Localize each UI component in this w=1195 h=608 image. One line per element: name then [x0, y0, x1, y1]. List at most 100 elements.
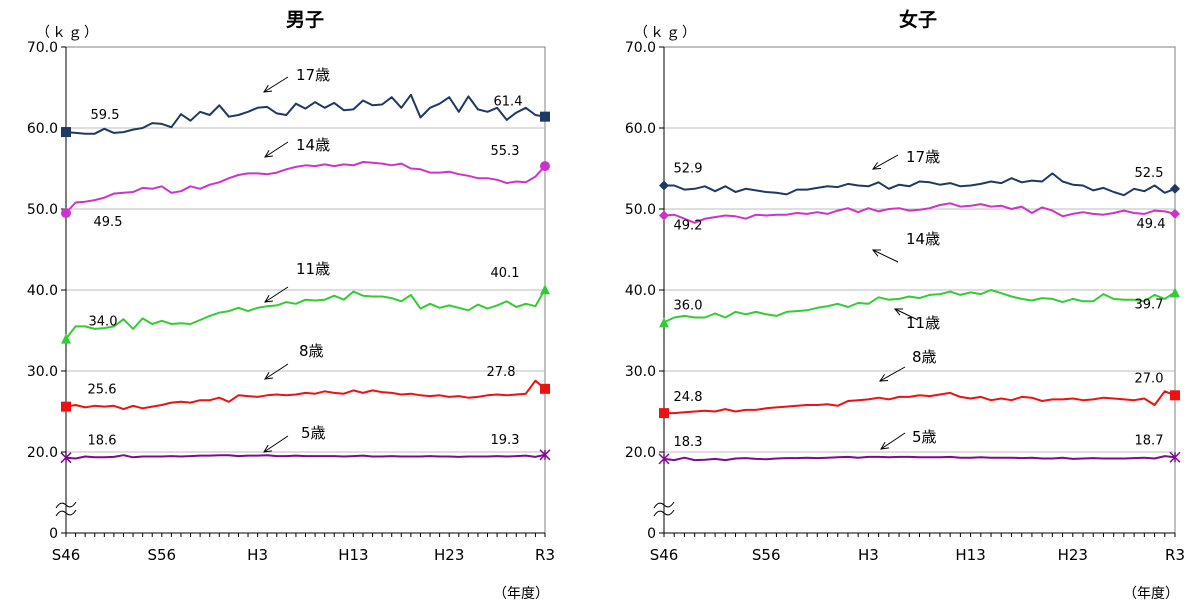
end-data-label: 18.7: [1135, 433, 1164, 448]
end-point: [1170, 390, 1180, 401]
end-point: [1170, 287, 1180, 298]
series-line: [664, 172, 1176, 197]
start-point: [61, 127, 71, 138]
y-axis-unit-label: （ｋｇ）: [634, 25, 698, 41]
y-tick-label: 40.0: [625, 283, 656, 299]
start-point: [659, 317, 669, 328]
series-5歳: 18.6 19.3 5歳: [60, 424, 551, 464]
end-data-label: 27.0: [1135, 371, 1164, 386]
series-line: [65, 161, 546, 214]
arrow-icon: [264, 286, 289, 303]
axis-break-icon: [653, 501, 675, 509]
end-data-label: 52.5: [1135, 166, 1164, 181]
start-data-label: 25.6: [88, 383, 117, 398]
arrow-icon: [894, 308, 919, 321]
series-8歳: 24.8 27.0 8歳: [659, 348, 1180, 419]
start-data-label: 24.8: [674, 390, 703, 405]
chart-panel-1: 70.0 60.0 50.0 40.0 30.0 20.0 0 S46 S56 H3 H13 H23 R…: [27, 9, 555, 602]
y-tick-label: 30.0: [625, 364, 656, 380]
x-tick-label: H3: [858, 546, 879, 564]
start-point: [60, 452, 72, 464]
series-name-label: 17歳: [906, 148, 940, 166]
x-tick-label: S56: [147, 546, 176, 564]
start-data-label: 59.5: [91, 108, 120, 123]
series-14歳: 49.2 49.4 14歳: [659, 202, 1180, 263]
y-tick-label: 60.0: [625, 121, 656, 137]
start-data-label: 49.5: [94, 215, 123, 230]
x-tick-label: R3: [535, 546, 555, 564]
end-data-label: 27.8: [487, 365, 516, 380]
end-point: [1170, 208, 1180, 219]
series-name-label: 11歳: [296, 260, 330, 278]
series-line: [664, 390, 1176, 415]
start-point: [61, 208, 71, 219]
arrow-head-icon: [871, 249, 881, 257]
series-name-label: 17歳: [296, 66, 330, 84]
chart-panel-2: 70.0 60.0 50.0 40.0 30.0 20.0 0 S46 S56 H3 H13 H23 R…: [625, 8, 1185, 602]
end-data-label: 49.4: [1137, 217, 1166, 232]
arrow-icon: [872, 154, 899, 170]
series-8歳: 25.6 27.8 8歳: [61, 342, 550, 412]
x-tick-label: H23: [1058, 546, 1088, 564]
y-tick-label: 0: [49, 526, 58, 542]
series-11歳: 34.0 40.1 11歳: [61, 260, 550, 344]
x-axis-year-label: （年度）: [1123, 586, 1179, 602]
x-tick-label: H13: [338, 546, 368, 564]
arrow-head-icon: [263, 444, 272, 453]
chart-title: 女子: [899, 8, 937, 31]
y-tick-label: 20.0: [27, 445, 58, 461]
axis-break-icon: [55, 501, 77, 509]
end-point: [540, 161, 550, 172]
arrow-icon: [264, 363, 289, 380]
end-data-label: 55.3: [491, 144, 520, 159]
series-line: [65, 288, 546, 340]
end-point: [1169, 451, 1181, 463]
start-data-label: 36.0: [674, 298, 703, 313]
chart-title: 男子: [286, 9, 324, 31]
arrow-icon: [263, 76, 289, 93]
y-tick-label: 50.0: [27, 202, 58, 218]
arrow-head-icon: [263, 84, 273, 93]
start-point: [61, 401, 71, 412]
series-name-label: 14歳: [906, 230, 940, 248]
series-line: [663, 455, 1176, 462]
axis-break-icon: [55, 509, 77, 517]
end-point: [539, 449, 551, 461]
series-name-label: 14歳: [296, 136, 330, 154]
start-point: [659, 180, 669, 191]
arrow-head-icon: [880, 441, 889, 450]
start-data-label: 52.9: [674, 162, 703, 177]
start-data-label: 34.0: [89, 315, 118, 330]
end-point: [540, 284, 550, 295]
y-tick-label: 0: [647, 526, 656, 542]
y-tick-label: 30.0: [27, 364, 58, 380]
y-axis-unit-label: （ｋｇ）: [36, 25, 100, 41]
x-tick-label: S46: [52, 546, 81, 564]
start-point: [659, 210, 669, 221]
end-data-label: 40.1: [491, 266, 520, 281]
start-point: [61, 333, 71, 344]
series-line: [65, 453, 546, 460]
y-tick-label: 60.0: [27, 121, 58, 137]
y-tick-label: 70.0: [27, 40, 58, 56]
end-point: [540, 383, 550, 394]
series-name-label: 5歳: [301, 424, 326, 442]
arrow-head-icon: [893, 308, 903, 316]
arrow-head-icon: [878, 374, 889, 382]
x-tick-label: H23: [434, 546, 464, 564]
arrow-head-icon: [264, 149, 273, 158]
y-tick-label: 50.0: [625, 202, 656, 218]
series-line: [663, 202, 1176, 224]
start-data-label: 18.6: [88, 434, 117, 449]
series-5歳: 18.3 18.7 5歳: [658, 428, 1181, 465]
series-line: [65, 93, 546, 135]
y-tick-label: 20.0: [625, 445, 656, 461]
x-tick-label: S46: [650, 546, 679, 564]
series-17歳: 59.5 61.4 17歳: [61, 66, 550, 138]
arrow-head-icon: [264, 371, 273, 380]
start-point: [658, 453, 670, 465]
end-data-label: 19.3: [491, 433, 520, 448]
start-point: [659, 408, 669, 419]
